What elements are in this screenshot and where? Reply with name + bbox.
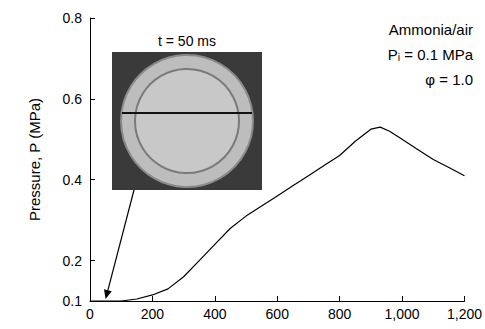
svg-text:0.6: 0.6: [63, 91, 83, 107]
svg-text:1,000: 1,000: [385, 306, 420, 322]
svg-text:800: 800: [328, 306, 352, 322]
svg-text:Pressure, P (MPa): Pressure, P (MPa): [26, 98, 43, 221]
svg-text:400: 400: [203, 306, 227, 322]
svg-text:1,200: 1,200: [447, 306, 482, 322]
svg-text:0: 0: [86, 306, 94, 322]
svg-text:t = 50 ms: t = 50 ms: [158, 33, 216, 49]
svg-text:0.1: 0.1: [63, 293, 83, 309]
svg-text:0.8: 0.8: [63, 10, 83, 26]
svg-text:φ = 1.0: φ = 1.0: [425, 71, 473, 88]
svg-text:Ammonia/air: Ammonia/air: [389, 21, 473, 38]
svg-text:600: 600: [266, 306, 290, 322]
svg-text:200: 200: [141, 306, 165, 322]
svg-text:0.4: 0.4: [63, 172, 83, 188]
svg-text:Pᵢ = 0.1 MPa: Pᵢ = 0.1 MPa: [388, 46, 474, 63]
svg-text:0.2: 0.2: [63, 253, 83, 269]
